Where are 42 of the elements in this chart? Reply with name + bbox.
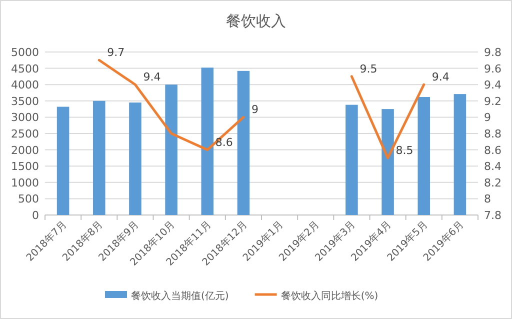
bar bbox=[165, 84, 178, 215]
y2-tick-label: 9.6 bbox=[484, 62, 502, 76]
legend-label: 餐饮收入同比增长(%) bbox=[280, 290, 378, 302]
y-tick-label: 0 bbox=[32, 209, 39, 222]
bar bbox=[454, 94, 466, 215]
data-label: 9 bbox=[251, 103, 258, 116]
y2-tick-label: 9.8 bbox=[484, 46, 502, 59]
y-tick-label: 3000 bbox=[11, 111, 39, 124]
y2-tick-label: 9.2 bbox=[484, 94, 502, 108]
y2-tick-label: 8 bbox=[484, 192, 491, 206]
y2-tick-label: 8.8 bbox=[484, 128, 502, 140]
bar bbox=[346, 104, 358, 215]
y-tick-label: 2500 bbox=[11, 128, 39, 140]
y-tick-label: 1500 bbox=[11, 160, 39, 174]
y-tick-label: 4000 bbox=[11, 78, 39, 92]
y2-tick-label: 7.8 bbox=[484, 209, 502, 222]
y2-tick-label: 8.6 bbox=[484, 144, 502, 157]
data-label: 9.4 bbox=[432, 70, 450, 84]
y2-tick-label: 8.2 bbox=[484, 176, 502, 190]
bar bbox=[129, 102, 142, 215]
bar bbox=[56, 106, 70, 215]
bar bbox=[92, 100, 106, 215]
y-tick-label: 3500 bbox=[11, 94, 39, 108]
y-tick-label: 4500 bbox=[11, 62, 39, 76]
data-label: 9.5 bbox=[360, 62, 378, 76]
y-tick-label: 1000 bbox=[11, 176, 39, 190]
legend-label: 餐饮收入当期值(亿元) bbox=[131, 290, 229, 302]
data-label: 8.5 bbox=[396, 144, 414, 157]
y2-tick-label: 8.4 bbox=[484, 160, 502, 174]
y-tick-label: 2000 bbox=[11, 144, 39, 157]
bar bbox=[418, 96, 430, 215]
chart-title: 餐饮收入 bbox=[226, 12, 286, 30]
y2-tick-label: 9.4 bbox=[484, 78, 502, 92]
data-label: 8.6 bbox=[215, 136, 233, 149]
y2-tick-label: 9 bbox=[484, 111, 491, 124]
bar bbox=[201, 68, 214, 215]
y-tick-label: 5000 bbox=[11, 46, 39, 59]
y-tick-label: 500 bbox=[18, 192, 39, 206]
bar bbox=[237, 70, 250, 215]
data-label: 9.7 bbox=[107, 46, 125, 60]
bar bbox=[382, 109, 394, 215]
data-label: 9.4 bbox=[143, 70, 161, 84]
